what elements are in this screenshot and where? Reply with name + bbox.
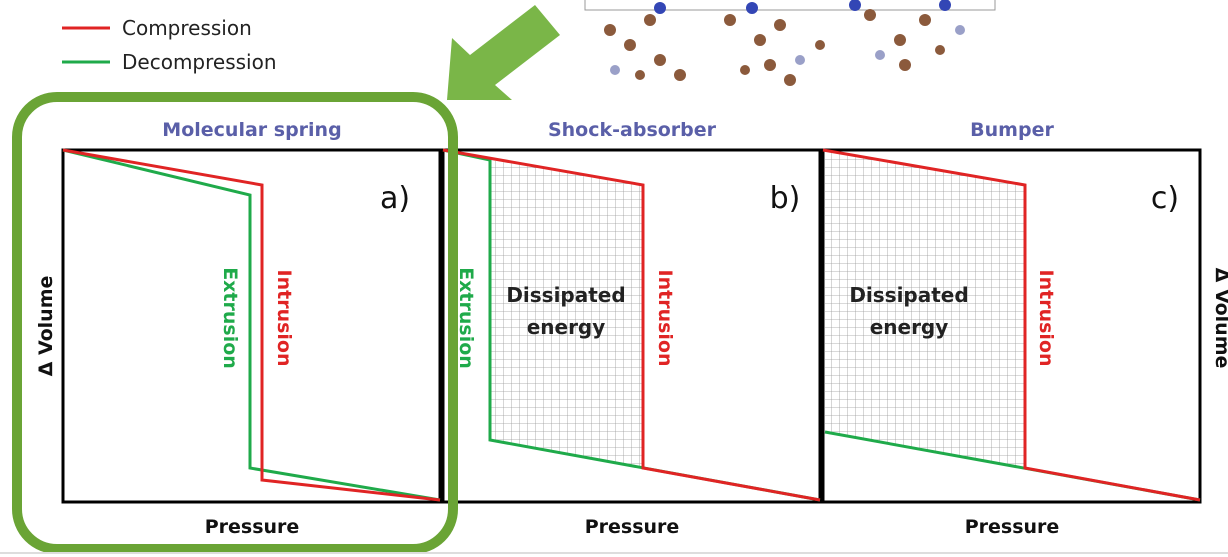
dissipated-area: [825, 150, 1025, 468]
area-label: Dissipated: [849, 283, 968, 307]
area-label: Dissipated: [506, 283, 625, 307]
molecule-image: [585, 0, 995, 86]
arrow: [447, 5, 560, 100]
panel-c: Bumper c) Pressure Intrusion Dissipated …: [823, 119, 1228, 538]
panel-title: Molecular spring: [162, 119, 341, 141]
extrusion-label: Extrusion: [455, 267, 477, 369]
x-axis-label: Pressure: [585, 516, 680, 538]
panel-label: a): [380, 181, 410, 216]
extrusion-label: Extrusion: [219, 267, 241, 369]
panel-a: Molecular spring a) Δ Volume Pressure Ex…: [35, 119, 440, 538]
legend-label: Decompression: [122, 50, 277, 74]
panel-b: Shock-absorber b) Pressure Extrusion Int…: [443, 119, 820, 538]
intrusion-label: Intrusion: [654, 270, 676, 367]
x-axis-label: Pressure: [965, 516, 1060, 538]
area-label: energy: [527, 315, 606, 339]
x-axis-label: Pressure: [205, 516, 300, 538]
intrusion-label: Intrusion: [1035, 270, 1057, 367]
panel-label: b): [770, 181, 801, 216]
area-label: energy: [870, 315, 949, 339]
right-y-axis-label: Δ Volume: [1211, 268, 1228, 369]
panel-title: Shock-absorber: [548, 119, 717, 141]
dissipated-area: [490, 160, 643, 468]
figure: Compression Decompression Molecular spri…: [0, 0, 1228, 557]
y-axis-label: Δ Volume: [35, 276, 57, 377]
panel-title: Bumper: [970, 119, 1054, 141]
intrusion-label: Intrusion: [273, 270, 295, 367]
legend-label: Compression: [122, 16, 252, 40]
panel-label: c): [1151, 181, 1179, 216]
